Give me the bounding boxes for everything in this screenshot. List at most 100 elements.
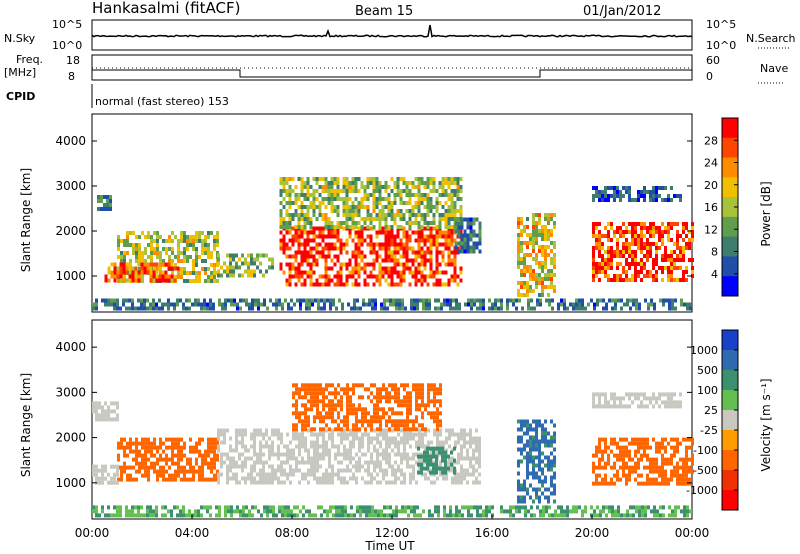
heatmap-cell: [297, 221, 301, 225]
heatmap-cell: [116, 417, 119, 422]
heatmap-cell: [447, 258, 451, 263]
heatmap-cell: [299, 306, 302, 311]
heatmap-cell: [463, 229, 467, 234]
heatmap-cell: [459, 177, 463, 181]
heatmap-cell: [321, 250, 325, 255]
heatmap-cell: [369, 274, 373, 279]
heatmap-cell: [667, 266, 670, 270]
heatmap-cell: [355, 436, 358, 441]
heatmap-cell: [287, 509, 290, 514]
heatmap-cell: [676, 477, 679, 482]
heatmap-cell: [280, 480, 283, 485]
heatmap-cell: [616, 441, 619, 446]
heatmap-cell: [417, 193, 421, 197]
heatmap-cell: [449, 302, 452, 307]
heatmap-cell: [333, 234, 337, 239]
heatmap-cell: [598, 190, 601, 194]
heatmap-cell: [370, 391, 373, 396]
heatmap-cell: [610, 404, 613, 409]
heatmap-cell: [520, 435, 523, 440]
heatmap-cell: [443, 513, 446, 518]
heatmap-cell: [386, 513, 389, 518]
heatmap-cell: [533, 306, 536, 311]
heatmap-cell: [413, 306, 416, 311]
heatmap-cell: [325, 383, 328, 388]
heatmap-cell: [409, 432, 412, 437]
heatmap-cell: [390, 205, 394, 209]
heatmap-cell: [348, 217, 352, 221]
heatmap-cell: [545, 298, 548, 303]
heatmap-cell: [250, 476, 253, 481]
heatmap-cell: [661, 461, 664, 466]
heatmap-cell: [478, 448, 481, 453]
heatmap-cell: [538, 463, 541, 468]
heatmap-cell: [529, 459, 532, 464]
heatmap-cell: [535, 443, 538, 448]
heatmap-cell: [384, 225, 388, 229]
heatmap-cell: [301, 444, 304, 449]
heatmap-cell: [129, 271, 132, 275]
heatmap-cell: [180, 457, 183, 462]
heatmap-cell: [349, 403, 352, 408]
heatmap-cell: [396, 258, 400, 263]
heatmap-cell: [359, 505, 362, 510]
heatmap-cell: [316, 391, 319, 396]
heatmap-cell: [655, 262, 658, 266]
heatmap-cell: [119, 513, 122, 518]
heatmap-cell: [526, 443, 529, 448]
heatmap-cell: [144, 437, 147, 442]
heatmap-cell: [113, 298, 116, 303]
heatmap-cell: [328, 464, 331, 469]
heatmap-cell: [192, 239, 195, 243]
heatmap-cell: [318, 230, 322, 235]
heatmap-cell: [336, 270, 340, 275]
heatmap-cell: [443, 298, 446, 303]
heatmap-cell: [541, 225, 544, 229]
heatmap-cell: [322, 407, 325, 412]
heatmap-cell: [245, 298, 248, 303]
heatmap-cell: [384, 189, 388, 193]
heatmap-cell: [345, 225, 349, 229]
heatmap-cell: [294, 258, 298, 263]
heatmap-cell: [436, 432, 439, 437]
heatmap-cell: [415, 391, 418, 396]
heatmap-cell: [470, 298, 473, 303]
heatmap-cell: [183, 271, 186, 275]
heatmap-cell: [517, 265, 520, 269]
heatmap-cell: [479, 298, 482, 303]
heatmap-cell: [529, 439, 532, 444]
heatmap-cell: [367, 448, 370, 453]
heatmap-cell: [322, 391, 325, 396]
heatmap-cell: [312, 238, 316, 243]
heatmap-cell: [294, 266, 298, 271]
heatmap-cell: [646, 457, 649, 462]
heatmap-cell: [388, 464, 391, 469]
heatmap-cell: [259, 432, 262, 437]
heatmap-cell: [304, 383, 307, 388]
heatmap-cell: [637, 392, 640, 397]
heatmap-cell: [298, 480, 301, 485]
heatmap-cell: [535, 213, 538, 217]
heatmap-cell: [679, 266, 682, 270]
heatmap-cell: [200, 505, 203, 510]
heatmap-cell: [372, 250, 376, 255]
heatmap-cell: [414, 213, 418, 217]
heatmap-cell: [269, 509, 272, 514]
heatmap-cell: [399, 193, 403, 197]
heatmap-cell: [607, 461, 610, 466]
heatmap-cell: [385, 399, 388, 404]
heatmap-cell: [348, 185, 352, 189]
heatmap-cell: [682, 469, 685, 474]
heatmap-cell: [372, 282, 376, 287]
nsearch-tick-top: 10^5: [706, 18, 736, 31]
heatmap-cell: [321, 226, 325, 231]
heatmap-cell: [327, 189, 331, 193]
heatmap-cell: [523, 265, 526, 269]
heatmap-cell: [450, 250, 454, 255]
heatmap-cell: [336, 213, 340, 217]
heatmap-cell: [337, 476, 340, 481]
heatmap-cell: [472, 221, 476, 226]
heatmap-cell: [373, 476, 376, 481]
heatmap-cell: [316, 432, 319, 437]
heatmap-cell: [631, 437, 634, 442]
